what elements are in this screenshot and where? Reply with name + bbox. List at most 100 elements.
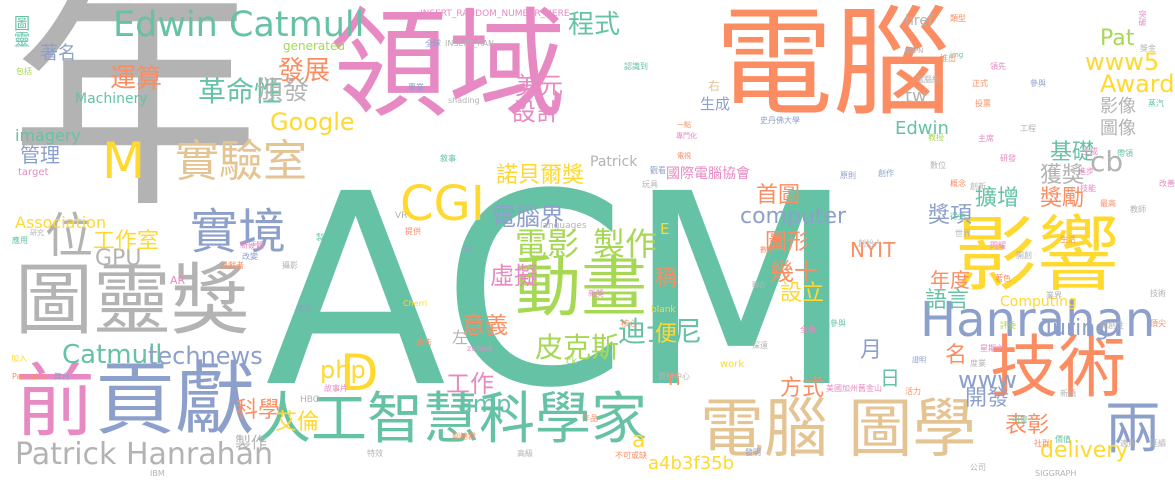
cloud-word: 電腦網 [916, 75, 940, 84]
cloud-word: 兩 [1105, 397, 1161, 462]
cloud-word: 便 [655, 322, 678, 347]
cloud-word: 史丹佛大學 [760, 116, 800, 125]
cloud-word: 獎項 [928, 203, 973, 228]
cloud-word: 作品 [582, 414, 598, 423]
cloud-word: Association [15, 213, 107, 232]
cloud-word: 閃耀 [990, 241, 1006, 250]
cloud-word: 科學 [236, 398, 281, 423]
cloud-word: 研究 [30, 229, 44, 237]
cloud-word: 名 [945, 343, 968, 368]
cloud-word: Machinery [75, 91, 148, 107]
cloud-word: 生成 [700, 95, 731, 113]
cloud-word: 人工智慧科學家 [255, 387, 647, 452]
cloud-word: 核心 [621, 319, 637, 328]
cloud-word: languages [540, 221, 587, 231]
cloud-word: 專業 [408, 83, 424, 92]
cloud-word: 資料中心 [658, 372, 690, 381]
cloud-word: 製作 [593, 225, 658, 263]
cloud-word: 電影 [515, 225, 580, 263]
cloud-word: img [950, 51, 964, 59]
cloud-word: 技術 [990, 329, 1127, 408]
cloud-word: HBO [300, 395, 320, 405]
cloud-word: 表彰 [1005, 413, 1050, 438]
cloud-word: M [102, 132, 146, 190]
cloud-word: 意義 [462, 313, 508, 339]
cloud-word: 全新 [800, 325, 816, 334]
cloud-word: 高級 [517, 449, 533, 458]
cloud-word: 應用 [12, 236, 28, 245]
cloud-word: 革命性 [198, 75, 283, 108]
cloud-word: 開創性 [1100, 321, 1124, 330]
cloud-word: blank [651, 305, 676, 315]
cloud-word: 製造 [316, 233, 332, 242]
cloud-word: generated [283, 39, 345, 53]
cloud-word: php [320, 356, 366, 384]
cloud-word: 諾貝爾獎 [496, 163, 585, 188]
cloud-word: 深遠 [752, 341, 768, 350]
cloud-word: 著色 [995, 274, 1011, 283]
cloud-word: INSERT_RAN [445, 39, 495, 48]
cloud-word: 特效 [367, 449, 383, 458]
cloud-word: 引擎 [1012, 416, 1028, 425]
cloud-word: 故事片 [324, 384, 348, 393]
cloud-word: 加入 [11, 354, 27, 363]
cloud-word: 電腦 圖學 [700, 393, 977, 467]
cloud-word: 工程 [1020, 124, 1036, 133]
cloud-word: 主席 [978, 134, 994, 143]
cloud-word: Edwin Catmull [113, 5, 365, 45]
cloud-word: work [720, 359, 745, 370]
cloud-word: 頂尖 [1150, 319, 1166, 328]
cloud-word: 中 [402, 207, 410, 216]
cloud-word: 創新 [970, 182, 986, 191]
cloud-word: 圖形 [765, 230, 810, 255]
cloud-word: 攝影 [282, 261, 298, 270]
cloud-word: 設計 [512, 98, 560, 126]
cloud-word: 教授 [928, 133, 944, 142]
cloud-word: 投票 [975, 99, 991, 108]
cloud-word: VR [395, 211, 408, 221]
cloud-word: 教師 [1130, 205, 1146, 214]
cloud-word: 專門化 [676, 132, 697, 140]
cloud-word: Pat [1100, 26, 1135, 51]
cloud-word: 提供 [405, 227, 421, 236]
cloud-word: 國際電腦協會 [666, 166, 750, 182]
cloud-word: 公司 [970, 463, 986, 472]
cloud-word: ACM [265, 138, 856, 446]
cloud-word: www [958, 366, 1017, 394]
cloud-word: 數位 [930, 161, 946, 170]
cloud-word: Ed [463, 244, 474, 253]
cloud-word: 不可或缺 [615, 451, 647, 460]
cloud-word: zoned [467, 344, 492, 353]
cloud-word: 右 [708, 79, 721, 93]
cloud-word: 電視 [677, 152, 691, 160]
cloud-word: 基礎 [1050, 140, 1095, 165]
cloud-word: Patrick [590, 154, 638, 170]
cloud-word: 左 [452, 328, 469, 347]
cloud-word: n [668, 366, 681, 390]
cloud-word: 幾十 [770, 258, 818, 286]
cloud-word: 參與 [1030, 79, 1046, 88]
cloud-word: 貢獻 [95, 353, 255, 446]
cloud-word: 改善 [1159, 179, 1175, 188]
cloud-word: 獎勵 [1040, 186, 1085, 211]
cloud-word: 突破 [1138, 10, 1147, 26]
cloud-word: tw [905, 86, 927, 107]
cloud-word: 生成 [1082, 147, 1098, 156]
cloud-word: 月 [860, 338, 883, 363]
cloud-word: 技能 [1080, 184, 1096, 193]
cloud-word: 運算 [110, 64, 163, 94]
cloud-word: computer [740, 204, 847, 229]
cloud-word: 生活 [1060, 235, 1076, 244]
cloud-word: Turing [1042, 316, 1110, 341]
cloud-word: 圖靈 [11, 15, 30, 47]
cloud-word: 設立 [780, 281, 825, 306]
cloud-word: a [632, 428, 646, 453]
cloud-word: 製作 [235, 433, 268, 452]
cloud-word: 適用 [1120, 439, 1136, 448]
cloud-word: 開發 [965, 386, 1010, 411]
cloud-word: NYIT [850, 238, 896, 262]
cloud-word: 概念 [950, 179, 966, 188]
cloud-word: 認識到 [624, 62, 648, 71]
cloud-word: GPU [95, 246, 142, 271]
cloud-word: Hanrahan [920, 292, 1156, 348]
